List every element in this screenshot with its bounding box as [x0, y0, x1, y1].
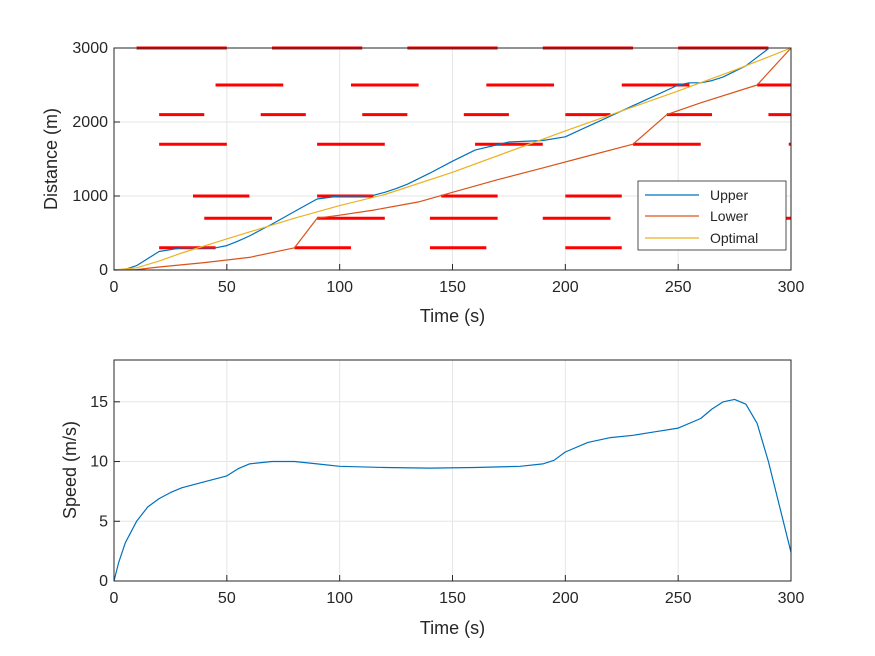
speed-x-tick-label: 0	[110, 590, 119, 607]
distance-x-tick-label: 0	[110, 279, 119, 296]
speed-y-tick-label: 0	[99, 573, 108, 590]
speed-lines	[113, 398, 792, 582]
distance-y-tick-label: 3000	[72, 40, 108, 57]
distance-y-ticks: 0 1000 2000 3000	[72, 40, 120, 279]
distance-series-optimal	[113, 47, 792, 271]
distance-x-tick-label: 250	[665, 279, 692, 296]
speed-y-tick-label: 15	[90, 394, 108, 411]
speed-y-tick-label: 5	[99, 513, 108, 530]
distance-x-axis-label: Time (s)	[420, 306, 485, 326]
distance-x-tick-label: 50	[218, 279, 236, 296]
distance-y-axis-label: Distance (m)	[41, 108, 61, 210]
legend-entry-optimal: Optimal	[710, 230, 758, 246]
distance-lines	[113, 47, 792, 271]
legend: Upper Lower Optimal	[637, 180, 787, 251]
speed-x-axis-label: Time (s)	[420, 618, 485, 638]
distance-y-tick-label: 1000	[72, 188, 108, 205]
speed-x-tick-label: 100	[326, 590, 353, 607]
distance-y-tick-label: 0	[99, 262, 108, 279]
speed-x-tick-label: 250	[665, 590, 692, 607]
distance-x-tick-label: 100	[326, 279, 353, 296]
speed-x-tick-label: 150	[439, 590, 466, 607]
distance-x-tick-label: 300	[778, 279, 805, 296]
legend-entry-lower: Lower	[710, 208, 748, 224]
legend-entry-upper: Upper	[710, 187, 748, 203]
distance-x-ticks: 0 50 100 150 200 250 300	[110, 264, 805, 296]
distance-y-tick-label: 2000	[72, 114, 108, 131]
speed-y-tick-label: 10	[90, 454, 108, 471]
distance-plot: 0 50 100 150 200 250 300 0 1000 2000 3000 Time (s…	[41, 40, 804, 326]
distance-series-lower	[113, 47, 792, 271]
speed-x-ticks: 0 50 100 150 200 250 300	[110, 575, 805, 607]
speed-x-tick-label: 200	[552, 590, 579, 607]
distance-x-tick-label: 150	[439, 279, 466, 296]
speed-x-tick-label: 300	[778, 590, 805, 607]
distance-x-tick-label: 200	[552, 279, 579, 296]
distance-series-upper	[113, 48, 769, 271]
speed-plot: 0 50 100 150 200 250 300 0 5 10 15 Time (s) Speed…	[60, 359, 805, 638]
speed-x-tick-label: 50	[218, 590, 236, 607]
speed-y-ticks: 0 5 10 15	[90, 394, 120, 590]
speed-series-speed	[113, 398, 792, 582]
speed-y-axis-label: Speed (m/s)	[60, 421, 80, 519]
